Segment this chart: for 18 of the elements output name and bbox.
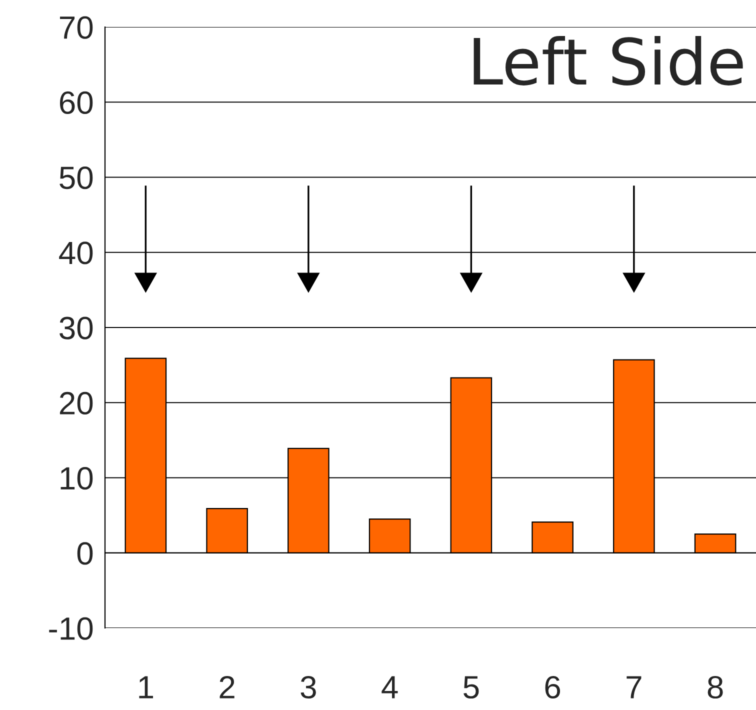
y-tick-label: -10 <box>49 617 93 640</box>
y-tick-label: 0 <box>77 542 93 565</box>
y-tick-label: 30 <box>60 316 93 340</box>
x-tick-label: 3 <box>300 676 316 699</box>
y-tick-label: 60 <box>60 91 93 114</box>
x-tick-label: 7 <box>626 676 642 698</box>
x-tick-label: 4 <box>382 676 398 698</box>
chart-title: Left Side <box>474 36 743 86</box>
y-tick-label: 70 <box>60 16 93 39</box>
y-tick-label: 40 <box>59 242 93 264</box>
y-tick-label: 20 <box>60 392 93 415</box>
x-tick-label: 8 <box>708 676 723 699</box>
x-tick-label: 2 <box>220 676 234 698</box>
x-tick-label: 1 <box>139 676 154 698</box>
y-tick-label: 10 <box>60 467 93 490</box>
x-tick-label: 6 <box>545 676 560 699</box>
x-tick-label: 5 <box>464 676 479 699</box>
y-tick-label: 50 <box>60 166 93 190</box>
